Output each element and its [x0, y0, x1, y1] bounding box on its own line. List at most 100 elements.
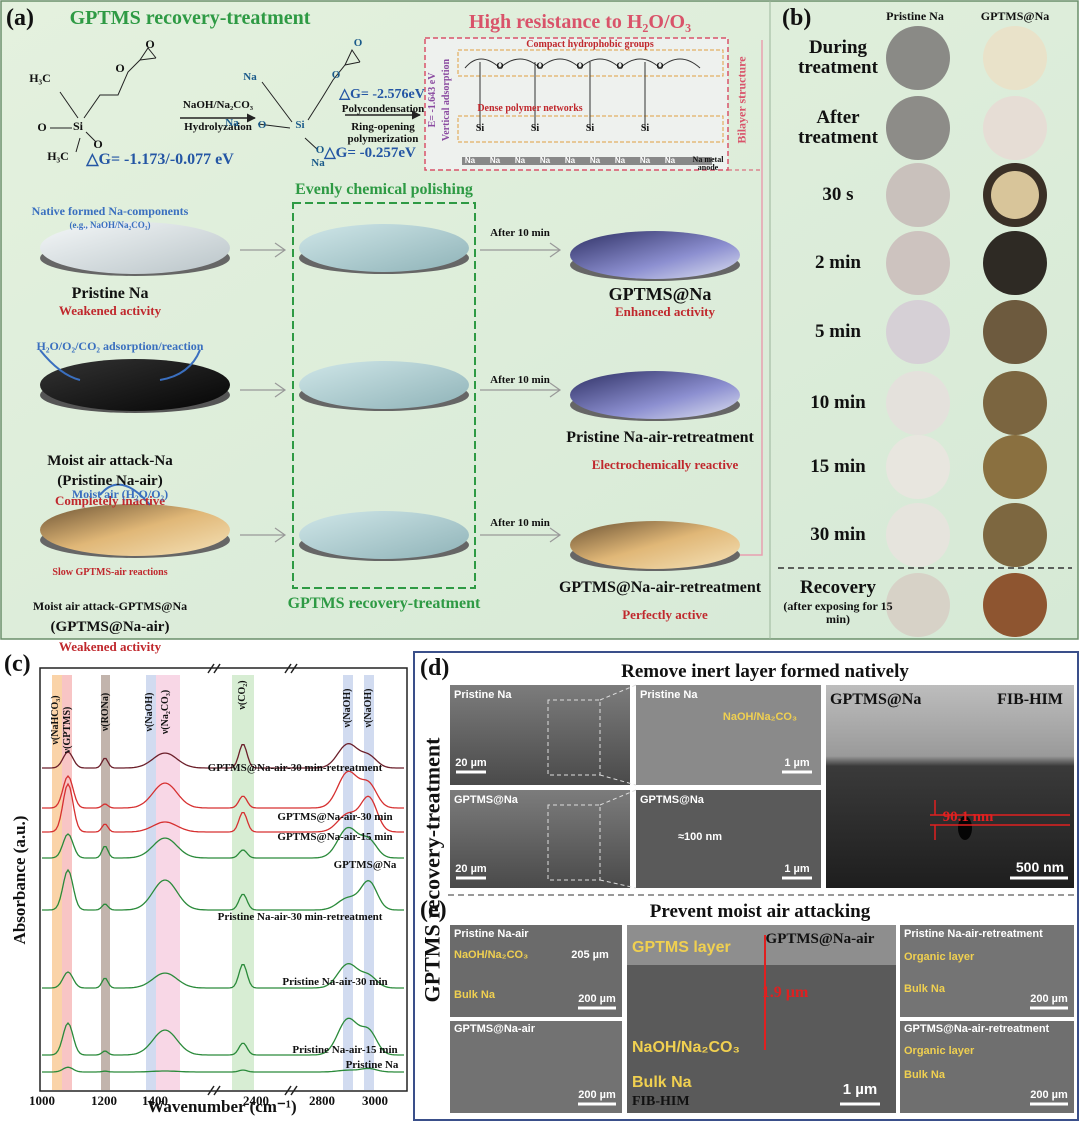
label: GPTMS@Na: [980, 9, 1050, 23]
label: GPTMS@Na-air: [765, 931, 875, 947]
label: 1000: [29, 1093, 55, 1108]
label: Weakened activity: [58, 303, 162, 318]
label: Enhanced activity: [614, 304, 716, 319]
label: GPTMS@Na-air-retreatment: [558, 579, 762, 596]
label: H₃C: [47, 149, 69, 163]
scale-bars: [456, 770, 1068, 1106]
label: Electrochemically reactive: [591, 457, 739, 472]
label: Moist air attack-Na: [47, 453, 173, 469]
label: Na: [243, 71, 257, 83]
label: After 10 min: [490, 227, 550, 239]
label: ν(RONa): [99, 692, 111, 732]
axis-breaks: [207, 663, 298, 1096]
spectrum: [42, 826, 404, 859]
label: Polycondensation: [341, 103, 425, 115]
label: Hydrolyzation: [184, 121, 252, 133]
spectrum: [42, 1017, 404, 1056]
discs: [40, 222, 740, 571]
label: Pristine Na: [345, 1059, 399, 1071]
sample-discs: [886, 26, 1047, 637]
thickness-marker: [930, 800, 1070, 840]
label: Ring-opening polymerization: [347, 121, 419, 145]
label: 1 µm: [784, 863, 810, 875]
label: O: [331, 69, 341, 81]
label: Wavenumber (cm⁻¹): [147, 1097, 297, 1116]
polish-box: [292, 202, 476, 589]
label: H₂O/O₂/CO₂ adsorption/reaction: [36, 339, 204, 353]
plot-frame: [39, 667, 408, 1092]
label: NaOH/Na₂CO₃: [632, 1039, 740, 1056]
label: Slow GPTMS-air reactions: [52, 567, 168, 578]
label: (a): [6, 5, 34, 31]
label: Dense polymer networks: [477, 103, 583, 114]
label: ν(GPTMS): [61, 706, 73, 754]
bands: [52, 675, 374, 1090]
label: After 10 min: [490, 517, 550, 529]
label: 1.9 µm: [761, 984, 809, 1001]
label: GPTMS@Na: [454, 794, 518, 806]
label: (after exposing for 15 min): [783, 599, 893, 626]
label: Bulk Na: [904, 983, 945, 995]
label: After treatment: [798, 107, 878, 148]
label: Vertical adsorption: [440, 58, 452, 142]
label: Bulk Na: [632, 1074, 692, 1091]
label: (b): [782, 5, 812, 31]
label: GPTMS@Na-air-30 min-retreatment: [207, 762, 383, 774]
label: ν(CO₂): [236, 680, 248, 710]
label: 200 µm: [1030, 1089, 1068, 1101]
label: 90.1 nm: [942, 809, 994, 825]
anode: [462, 157, 712, 165]
label: 3000: [362, 1093, 388, 1108]
spectrum: [42, 782, 404, 833]
label: Evenly chemical polishing: [295, 181, 473, 198]
label: Na: [564, 156, 576, 165]
label: 30 min: [810, 524, 866, 545]
label: 1 µm: [784, 757, 810, 769]
label: Compact hydrophobic groups: [526, 39, 654, 50]
label: High resistance to H₂O/O₃: [468, 11, 692, 33]
label: Na: [464, 156, 476, 165]
label: ≈100 nm: [678, 831, 722, 843]
label: Bulk Na: [454, 989, 495, 1001]
label: 500 nm: [1015, 859, 1065, 875]
label: During treatment: [798, 37, 878, 78]
label: Remove inert layer formed natively: [621, 661, 909, 682]
label: 1200: [91, 1093, 117, 1108]
label: Pristine Na-air-15 min: [292, 1044, 398, 1056]
label: Moist air (H₂O/O₂): [71, 487, 169, 501]
label: GPTMS recovery-treatment: [69, 7, 311, 29]
label: NaOH/Na₂CO₃: [454, 949, 529, 961]
label: NaOH/Na₂CO₃: [182, 99, 254, 111]
label: (GPTMS@Na-air): [50, 619, 170, 635]
label: ν(Na₂CO₃): [159, 689, 171, 735]
label: GPTMS@Na: [830, 691, 922, 708]
label: Si: [72, 119, 84, 133]
label: GPTMS@Na-air-15 min: [277, 831, 393, 843]
label: O: [37, 120, 47, 134]
zoom-lines: [547, 684, 637, 889]
label: Si: [530, 123, 540, 134]
label: Bilayer structure: [734, 56, 749, 144]
label: GPTMS recovery-treatment: [419, 737, 445, 1003]
label: (Pristine Na-air): [57, 473, 163, 489]
label: After 10 min: [490, 374, 550, 386]
label: Na metal anode: [692, 155, 724, 173]
label: GPTMS recovery-treatment: [287, 595, 481, 612]
label: Pristine Na: [640, 689, 698, 701]
label: H₃C: [29, 71, 51, 85]
label: O: [576, 61, 584, 71]
spectrum: [42, 868, 404, 911]
label: O: [145, 37, 155, 51]
label: 20 µm: [455, 863, 487, 875]
label: GPTMS@Na: [640, 794, 704, 806]
spectra: [42, 742, 404, 1073]
label: 1 µm: [842, 1081, 878, 1098]
label: Na: [225, 117, 239, 129]
label: Na: [614, 156, 626, 165]
bonds: [257, 48, 361, 151]
label: △G= -2.576eV: [339, 87, 425, 102]
label: GPTMS@Na: [333, 859, 397, 871]
label: Pristine Na: [886, 9, 944, 23]
label: Moist air attack-GPTMS@Na: [32, 599, 188, 613]
